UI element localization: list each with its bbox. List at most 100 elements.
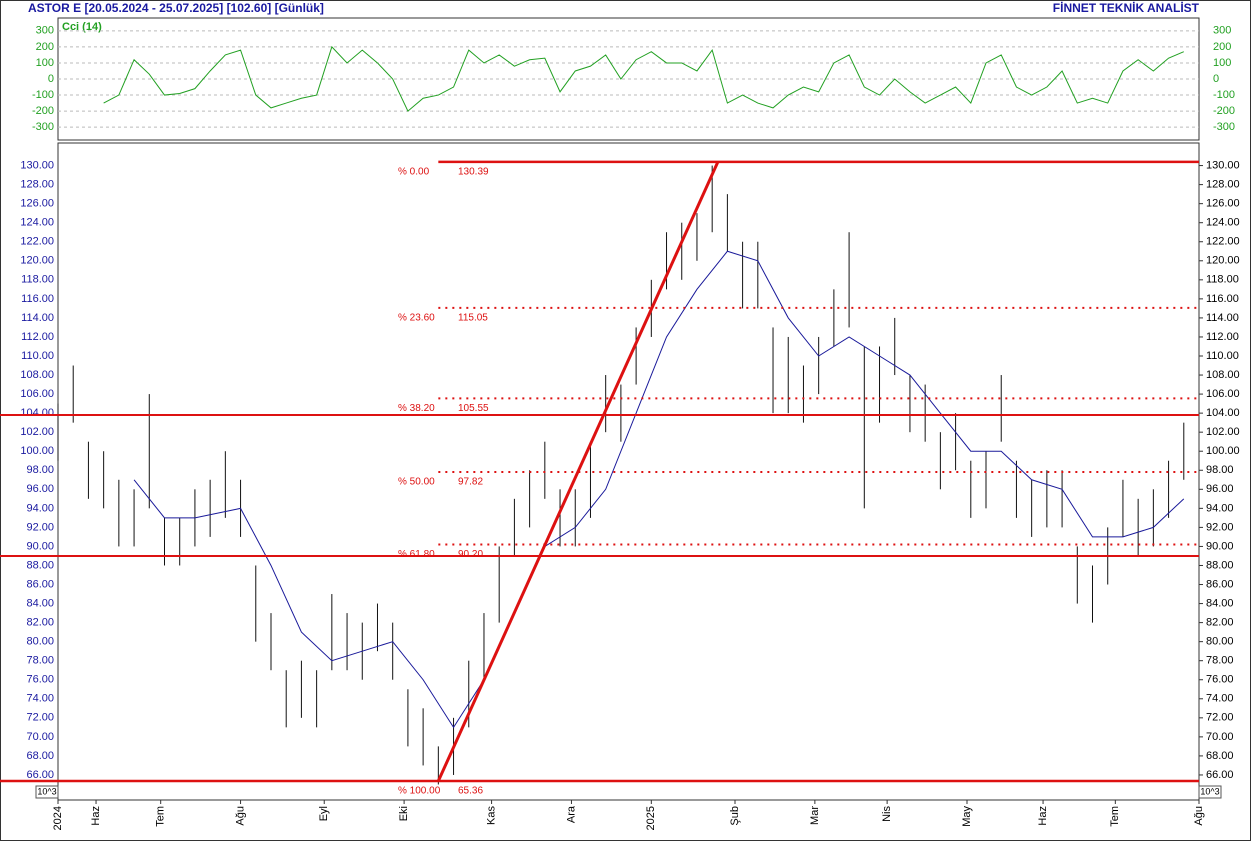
y-tick-label: 108.00 [20, 369, 54, 381]
y-tick-label: 102.00 [20, 426, 54, 438]
y-tick-label: 88.00 [26, 559, 54, 571]
scale-note: 10^3 [1200, 786, 1219, 796]
header-brand: FİNNET TEKNİK ANALİST [1053, 0, 1200, 15]
y-tick-label: 68.00 [26, 750, 54, 762]
y-tick-label: 124.00 [20, 217, 54, 229]
x-tick-label: Haz [90, 806, 102, 826]
y-tick-label: 124.00 [1206, 217, 1240, 229]
y-tick-label: 90.00 [26, 540, 54, 552]
y-tick-label: 102.00 [1206, 426, 1240, 438]
y-tick-label: 112.00 [21, 331, 54, 343]
y-tick-label: 110.00 [1206, 350, 1239, 362]
cci-title: Cci (14) [62, 21, 102, 33]
x-tick-label: Nis [881, 806, 893, 822]
y-tick-label: -200 [32, 105, 54, 117]
y-tick-label: 86.00 [1206, 578, 1234, 590]
x-tick-label: Eyl [318, 806, 330, 821]
y-tick-label: 114.00 [1206, 312, 1239, 324]
y-tick-label: 108.00 [1206, 369, 1240, 381]
y-tick-label: 66.00 [26, 769, 54, 781]
fib-label: % 23.60 [398, 313, 435, 324]
y-tick-label: 70.00 [26, 731, 54, 743]
x-tick-label: May [961, 806, 973, 827]
x-tick-label: Ara [565, 805, 577, 823]
scale-box [1198, 785, 1222, 799]
fib-value: 105.55 [458, 403, 489, 414]
y-tick-label: 76.00 [26, 674, 54, 686]
fib-label: % 0.00 [398, 166, 430, 177]
y-tick-label: 0 [1213, 73, 1219, 85]
y-tick-label: 120.00 [20, 255, 54, 267]
y-tick-label: 130.00 [1206, 159, 1240, 171]
fib-label: % 50.00 [398, 477, 435, 488]
y-tick-label: 122.00 [20, 236, 54, 248]
fib-value: 90.20 [458, 549, 483, 560]
y-tick-label: 72.00 [26, 712, 54, 724]
y-tick-label: 94.00 [26, 502, 54, 514]
fib-value: 97.82 [458, 477, 483, 488]
x-tick-label: Haz [1037, 806, 1049, 826]
y-tick-label: 86.00 [26, 578, 54, 590]
y-tick-label: 120.00 [1206, 255, 1240, 267]
y-tick-label: 126.00 [1206, 198, 1240, 210]
y-tick-label: 118.00 [1206, 274, 1239, 286]
y-tick-label: 74.00 [1206, 693, 1234, 705]
y-tick-label: 84.00 [1206, 597, 1234, 609]
y-tick-label: 106.00 [1206, 388, 1240, 400]
scale-box [35, 785, 59, 799]
y-tick-label: 0 [48, 73, 54, 85]
y-tick-label: 128.00 [20, 179, 54, 191]
y-tick-label: 98.00 [1206, 464, 1234, 476]
y-tick-label: 110.00 [21, 350, 54, 362]
x-tick-label: 2025 [645, 806, 657, 830]
y-tick-label: 116.00 [1206, 293, 1239, 305]
y-tick-label: 92.00 [1206, 521, 1234, 533]
fib-value: 130.39 [458, 166, 489, 177]
y-tick-label: 114.00 [21, 312, 54, 324]
fib-label: % 61.80 [398, 549, 435, 560]
y-tick-label: 94.00 [1206, 502, 1234, 514]
scale-note: 10^3 [37, 786, 56, 796]
y-tick-label: 128.00 [1206, 179, 1240, 191]
moving-average [133, 250, 1185, 729]
y-tick-label: 68.00 [1206, 750, 1234, 762]
x-tick-label: Mar [809, 806, 821, 825]
fib-value: 65.36 [458, 786, 483, 797]
fib-label: % 38.20 [398, 403, 435, 414]
y-tick-label: 96.00 [1206, 483, 1234, 495]
y-tick-label: 104.00 [20, 407, 54, 419]
y-tick-label: 200 [1213, 41, 1231, 53]
y-tick-label: 126.00 [20, 198, 54, 210]
y-tick-label: 106.00 [20, 388, 54, 400]
fib-value: 115.05 [458, 313, 488, 324]
y-tick-label: 92.00 [26, 521, 54, 533]
x-tick-label: Eki [398, 806, 410, 821]
y-tick-label: 80.00 [1206, 636, 1234, 648]
y-tick-label: 74.00 [26, 693, 54, 705]
y-tick-label: 78.00 [26, 655, 54, 667]
y-tick-label: 112.00 [1206, 331, 1239, 343]
x-tick-label: 2024 [52, 806, 64, 830]
x-tick-label: Kas [485, 806, 497, 825]
x-tick-label: Ağu [234, 806, 246, 826]
y-tick-label: 130.00 [20, 159, 54, 171]
y-tick-label: 72.00 [1206, 712, 1234, 724]
y-tick-label: 100.00 [20, 445, 54, 457]
y-tick-label: 78.00 [1206, 655, 1234, 667]
y-tick-label: -200 [1213, 105, 1235, 117]
y-tick-label: 76.00 [1206, 674, 1234, 686]
y-tick-label: 118.00 [21, 274, 54, 286]
y-tick-label: 300 [1213, 25, 1231, 37]
price-panel [57, 142, 1200, 801]
y-tick-label: -100 [1213, 89, 1235, 101]
y-tick-label: 100.00 [1206, 445, 1240, 457]
y-tick-label: 122.00 [1206, 236, 1240, 248]
y-tick-label: 104.00 [1206, 407, 1240, 419]
y-tick-label: 300 [36, 25, 54, 37]
x-tick-label: Tem [1109, 806, 1121, 827]
y-tick-label: 66.00 [1206, 769, 1234, 781]
y-tick-label: 82.00 [1206, 617, 1234, 629]
y-tick-label: 100 [1213, 57, 1231, 69]
